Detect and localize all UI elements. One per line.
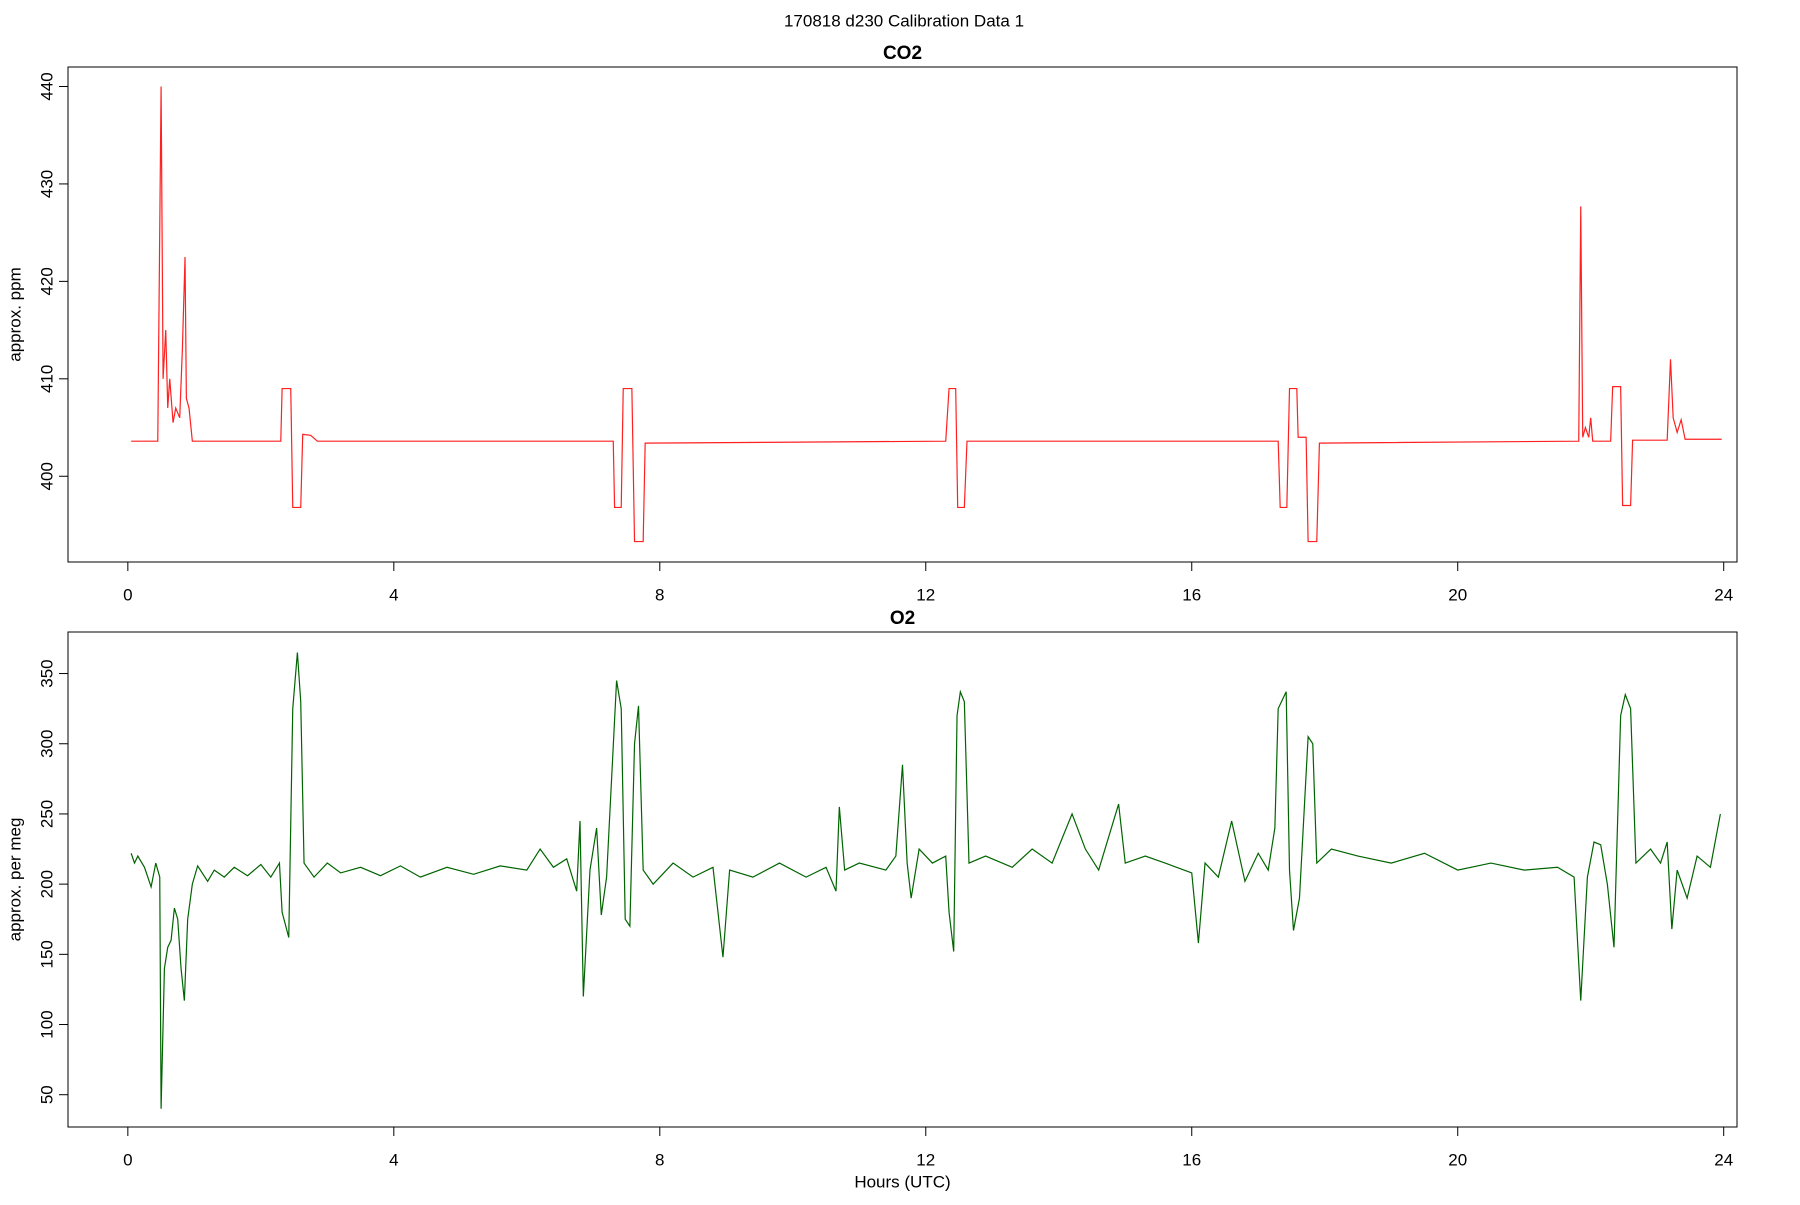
x-tick-label: 12	[916, 585, 935, 604]
x-tick-label: 8	[655, 1150, 664, 1169]
y-tick-label: 410	[37, 365, 56, 393]
plot-frame	[67, 631, 1738, 1128]
x-tick-label: 8	[655, 585, 664, 604]
x-tick-label: 24	[1714, 585, 1733, 604]
plot-frame	[67, 66, 1738, 563]
panel-title: O2	[890, 608, 915, 629]
panel-title: CO2	[883, 43, 922, 64]
y-tick-label: 50	[37, 1085, 56, 1104]
data-line	[130, 652, 1721, 1109]
y-tick-label: 420	[37, 267, 56, 295]
x-tick-label: 4	[389, 1150, 398, 1169]
x-tick-label: 24	[1714, 1150, 1733, 1169]
y-tick-label: 250	[37, 800, 56, 828]
y-axis-label: approx. per meg	[5, 818, 24, 942]
x-tick-label: 0	[123, 585, 132, 604]
x-axis-label: Hours (UTC)	[854, 1172, 950, 1191]
x-tick-label: 20	[1448, 585, 1467, 604]
data-line	[131, 86, 1722, 543]
page-title: 170818 d230 Calibration Data 1	[784, 11, 1024, 30]
y-tick-label: 400	[37, 462, 56, 490]
y-tick-label: 100	[37, 1010, 56, 1038]
x-tick-label: 0	[123, 1150, 132, 1169]
y-tick-label: 440	[37, 72, 56, 100]
y-tick-label: 350	[37, 659, 56, 687]
x-tick-label: 20	[1448, 1150, 1467, 1169]
x-tick-label: 16	[1182, 1150, 1201, 1169]
y-tick-label: 200	[37, 870, 56, 898]
y-tick-label: 430	[37, 170, 56, 198]
x-tick-label: 16	[1182, 585, 1201, 604]
x-tick-label: 4	[389, 585, 398, 604]
x-tick-label: 12	[916, 1150, 935, 1169]
y-axis-label: approx. ppm	[5, 267, 24, 362]
y-tick-label: 300	[37, 730, 56, 758]
y-tick-label: 150	[37, 940, 56, 968]
